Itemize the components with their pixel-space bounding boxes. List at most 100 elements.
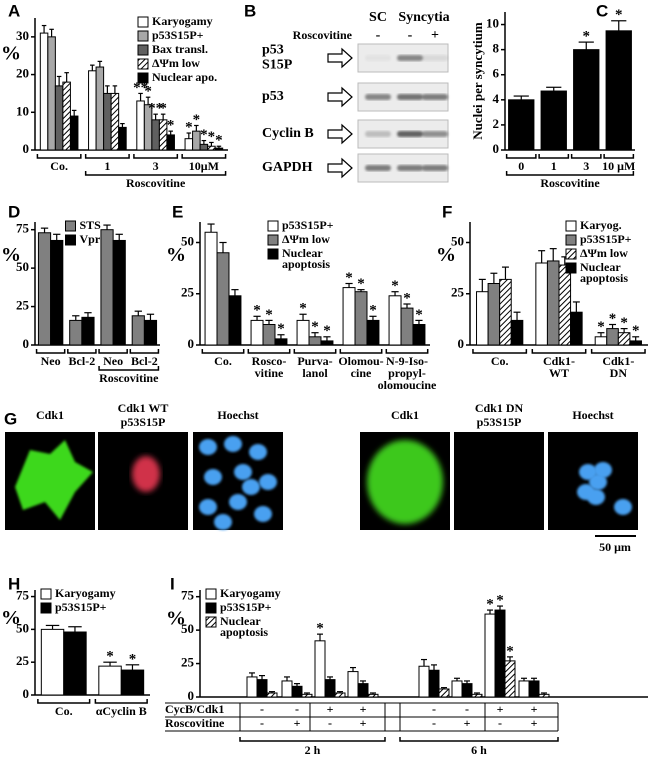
text-line: Nuclear — [220, 614, 261, 628]
bar — [347, 671, 359, 698]
y-tick-label: 50 — [16, 620, 29, 635]
image-label: Hoechst — [572, 408, 613, 422]
panel-letter: G — [4, 409, 17, 428]
group-bracket — [84, 171, 227, 176]
legend-label: Vpr — [80, 232, 101, 246]
significance-mark: * — [323, 323, 331, 339]
panel-letter: D — [8, 202, 20, 221]
condition-value: + — [360, 716, 367, 730]
group-title: Cdk1 DN — [475, 401, 524, 415]
legend-label: ΔΨm low — [282, 232, 330, 246]
x-tick-label: Bcl-2 — [69, 354, 96, 368]
significance-mark: * — [200, 127, 208, 143]
significance-mark: * — [193, 112, 201, 128]
bar — [629, 340, 642, 346]
condition-value: - — [295, 702, 299, 716]
y-tick-label: 0 — [493, 141, 500, 156]
timepoint-label: 6 h — [471, 743, 487, 757]
bar — [418, 665, 430, 698]
legend-swatch — [65, 220, 76, 232]
bar — [207, 145, 216, 151]
bar — [291, 685, 303, 698]
legend-swatch — [267, 248, 279, 260]
category-bracket — [385, 349, 429, 354]
bar — [438, 688, 450, 698]
bar — [120, 669, 145, 696]
bar — [98, 665, 122, 696]
significance-mark: * — [506, 643, 514, 659]
nucleus-stain — [214, 514, 232, 530]
nucleus-stain — [229, 494, 247, 510]
category-bracket — [84, 154, 130, 159]
bar — [246, 676, 258, 698]
bar — [81, 316, 95, 346]
bar — [228, 295, 242, 346]
bar — [301, 693, 313, 698]
bar — [62, 81, 71, 151]
timepoint-label: 2 h — [305, 743, 321, 757]
bar — [151, 119, 160, 151]
y-tick-label: 25 — [451, 285, 465, 300]
legend-swatch — [137, 16, 149, 28]
blot-band — [365, 94, 391, 100]
significance-mark: * — [265, 307, 273, 323]
category-bracket — [603, 154, 635, 159]
nucleus-stain — [199, 439, 217, 455]
condition-name: Roscovitine — [165, 716, 225, 730]
category-bracket — [133, 154, 179, 159]
blot-row-label: GAPDH — [262, 160, 313, 175]
significance-mark: * — [277, 321, 285, 337]
legend-label: p53S15P+ — [55, 600, 107, 614]
bar — [118, 126, 127, 151]
panel-letter: F — [442, 202, 452, 221]
legend-swatch — [40, 588, 52, 600]
legend-label: p53S15P+ — [282, 218, 334, 232]
text-line: cine — [351, 366, 372, 380]
y-tick-label: 0 — [23, 686, 30, 701]
significance-mark: * — [486, 597, 494, 613]
category-bracket — [472, 349, 528, 354]
y-tick-label: 75 — [16, 221, 30, 236]
group-bracket — [239, 737, 386, 742]
nucleus-stain — [204, 469, 222, 485]
blot-band — [422, 131, 448, 137]
category-bracket — [531, 349, 587, 354]
bar — [266, 692, 278, 698]
legend-label: Karyogamy — [152, 14, 213, 28]
x-tick-label: Co. — [50, 159, 68, 173]
category-bracket — [35, 349, 66, 354]
significance-mark: * — [144, 84, 152, 100]
bar — [204, 231, 218, 346]
x-tick-label: αCyclin B — [96, 704, 147, 718]
legend-label: Karyog. — [580, 218, 622, 232]
bar — [428, 669, 440, 698]
category-bracket — [201, 349, 245, 354]
bar — [199, 143, 209, 151]
bar — [518, 680, 530, 698]
condition-value: + — [360, 702, 367, 716]
category-bracket — [181, 154, 227, 159]
bar — [334, 692, 346, 698]
condition-value: - — [432, 716, 436, 730]
bar — [324, 679, 336, 698]
image-label: p53S15P — [477, 415, 522, 429]
x-tick-label: Co. — [491, 354, 509, 368]
bar — [143, 319, 158, 346]
y-tick-label: 30 — [16, 28, 29, 43]
blot-row-label: Cyclin B — [262, 126, 314, 141]
bar — [308, 336, 322, 346]
bar — [296, 319, 310, 346]
significance-mark: ** — [133, 80, 148, 96]
x-tick-label: 10μM — [189, 159, 219, 173]
legend-swatch — [205, 588, 217, 600]
blot-band — [365, 165, 391, 171]
blot-band — [422, 94, 448, 100]
significance-mark: * — [597, 319, 605, 335]
legend-label: p53S15P+ — [580, 232, 632, 246]
bar — [50, 239, 64, 346]
bar — [47, 36, 56, 151]
micrograph — [454, 432, 544, 530]
y-tick-label: 25 — [16, 653, 30, 668]
legend-label: p53S15P+ — [220, 600, 272, 614]
bar — [158, 119, 168, 151]
